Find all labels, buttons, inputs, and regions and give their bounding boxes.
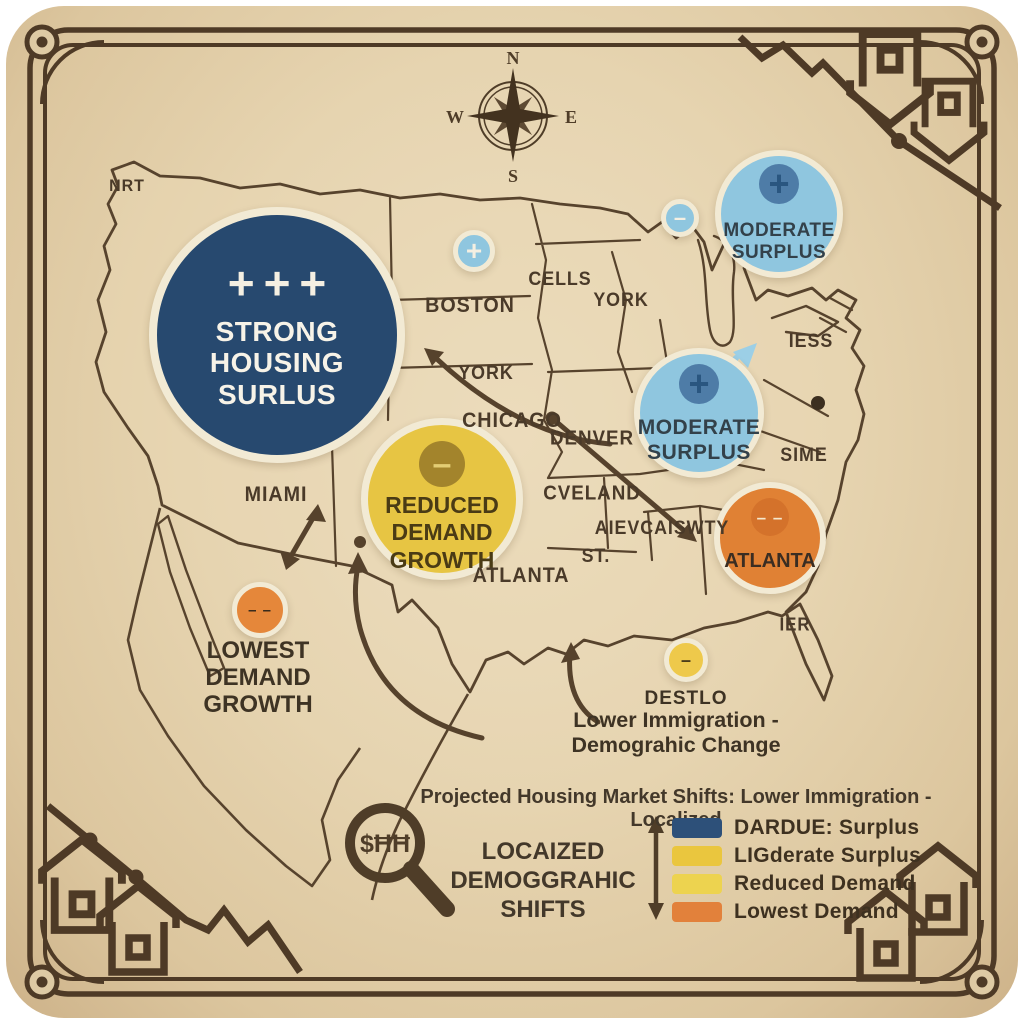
frame-corner-bullseyes xyxy=(24,24,1000,1000)
legend-label: Lowest Demand xyxy=(734,899,899,923)
atlanta-marker-label: ATLANTA xyxy=(724,549,816,572)
marker-atlanta-lowest-demand: – – ATLANTA xyxy=(714,482,826,594)
legend: DARDUE: Surplus LIGderate Surplus Reduce… xyxy=(672,814,921,926)
map-label-cveland: CVELAND xyxy=(543,482,641,505)
legend-item-ligderate-surplus: LIGderate Surplus xyxy=(672,842,921,869)
destlo-label: DESTLO xyxy=(644,688,728,709)
legend-swatch-yellow xyxy=(672,845,722,866)
plus-badge-icon: + xyxy=(679,364,719,404)
marker-moderate-surplus-midwest: + MODERATE SURPLUS xyxy=(634,348,764,478)
double-minus-icon: – – xyxy=(248,601,272,619)
legend-swatch-light-yellow xyxy=(672,873,722,894)
marker-strong-housing-surplus: +++ STRONG HOUSING SURLUS xyxy=(149,207,405,463)
lowest-demand-growth-label: LOWEST DEMAND GROWTH xyxy=(203,637,313,718)
legend-range-arrow-icon xyxy=(648,816,664,920)
marker-small-minus: – xyxy=(661,199,699,237)
moderate-surplus-label: MODERATE SURPLUS xyxy=(637,416,761,464)
plus-plus-plus-icon: +++ xyxy=(227,256,336,309)
map-label-york-lower: YORK xyxy=(458,363,514,384)
magnifier-text: $ĦĦ xyxy=(360,830,410,858)
map-label-miami: MIAMI xyxy=(244,483,308,506)
flow-arrows xyxy=(280,348,697,741)
magnifier-icon: $ĦĦ xyxy=(345,803,455,917)
map-label-atlanta: ATLANTA xyxy=(472,564,570,587)
marker-lowest-demand-growth: – – xyxy=(232,582,288,638)
map-label-aievcaiswty: AIEVCAISWTY xyxy=(594,518,730,539)
map-label-denver: DENVER xyxy=(550,427,634,450)
plus-icon: + xyxy=(465,235,483,266)
marker-small-plus: + xyxy=(453,230,495,272)
map-label-cells: CELLS xyxy=(528,269,592,290)
minus-badge-icon: – xyxy=(419,441,465,487)
legend-swatch-orange xyxy=(672,901,722,922)
corner-decor-bottom-left xyxy=(42,803,303,972)
double-minus-badge-icon: – – xyxy=(751,498,789,536)
legend-item-lowest-demand: Lowest Demand xyxy=(672,898,921,925)
marker-reduced-demand-growth: – REDUCED DEMAND GROWTH xyxy=(361,418,523,580)
legend-label: Reduced Demand xyxy=(734,871,916,895)
map-label-nw: NRT xyxy=(109,176,145,195)
marker-destlo: – xyxy=(664,638,708,682)
strong-housing-surplus-label: STRONG HOUSING SURLUS xyxy=(209,315,345,410)
map-label-iess: IESS xyxy=(788,331,834,352)
map-label-ier: IER xyxy=(779,614,811,635)
map-label-york-upper: YORK xyxy=(593,290,649,311)
map-label-sime: SIME xyxy=(780,445,828,466)
frame-border xyxy=(27,27,997,997)
legend-item-reduced-demand: Reduced Demand xyxy=(672,870,921,897)
marker-moderate-surplus-northeast: + MODERATE SURPLUS xyxy=(715,150,843,278)
minus-icon: – xyxy=(680,649,691,670)
minus-icon: – xyxy=(673,205,687,230)
compass-rose-icon: N E S W xyxy=(446,48,577,186)
legend-label: DARDUE: Surplus xyxy=(734,815,920,839)
house-icon xyxy=(850,34,930,124)
compass-east-label: E xyxy=(565,107,577,127)
map-label-boston: BOSTON xyxy=(425,294,515,317)
moderate-surplus-label: MODERATE SURPLUS xyxy=(723,219,835,263)
plus-badge-icon: + xyxy=(759,164,799,204)
compass-south-label: S xyxy=(508,166,518,186)
compass-west-label: W xyxy=(446,107,464,127)
compass-north-label: N xyxy=(507,48,520,68)
legend-label: LIGderate Surplus xyxy=(734,843,922,867)
house-icon xyxy=(914,81,984,160)
immigration-note: Lower Immigration - Demograhic Change xyxy=(571,708,781,757)
legend-swatch-navy xyxy=(672,817,722,838)
map-label-st: ST. xyxy=(581,546,611,567)
reduced-demand-growth-label: REDUCED DEMAND GROWTH xyxy=(385,492,499,573)
legend-item-dardue-surplus: DARDUE: Surplus xyxy=(672,814,921,841)
localized-demographic-shifts-label: LOCAIZED DEMOGGRAHIC SHIFTS xyxy=(450,838,636,923)
corner-decor-top-right xyxy=(737,34,1002,211)
map-label-chicago: CHICAGO xyxy=(462,409,562,432)
